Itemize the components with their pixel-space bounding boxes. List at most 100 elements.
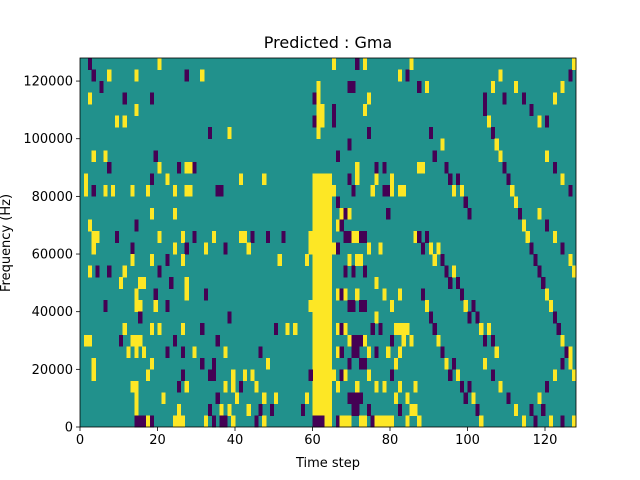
heatmap-cell xyxy=(200,69,205,82)
heatmap-cell xyxy=(405,323,410,336)
heatmap-cell xyxy=(223,242,228,255)
heatmap-cell xyxy=(483,104,488,116)
heatmap-cell xyxy=(324,230,329,243)
heatmap-cell xyxy=(95,265,100,278)
heatmap-cell xyxy=(421,288,426,301)
heatmap-cell xyxy=(401,334,406,347)
y-axis-label: Frequency (Hz) xyxy=(0,194,14,292)
heatmap-cell xyxy=(134,415,139,428)
heatmap-cell xyxy=(463,392,468,405)
heatmap-cell xyxy=(316,219,321,232)
x-tick-label: 40 xyxy=(227,433,244,448)
heatmap-cell xyxy=(304,392,309,405)
heatmap-cell xyxy=(91,230,96,243)
heatmap-cell xyxy=(366,403,371,416)
heatmap-cell xyxy=(95,230,100,243)
heatmap-cell xyxy=(362,300,368,312)
heatmap-cell xyxy=(180,346,185,359)
heatmap-cell xyxy=(242,369,247,382)
heatmap-cell xyxy=(173,242,178,255)
heatmap-cell xyxy=(91,242,96,255)
heatmap-cell xyxy=(316,230,321,243)
heatmap-cell xyxy=(320,104,325,116)
heatmap-cell xyxy=(223,415,228,428)
heatmap-cell xyxy=(366,242,371,255)
heatmap-cell xyxy=(359,334,364,347)
heatmap-cell xyxy=(471,300,476,312)
heatmap-cell xyxy=(87,58,92,70)
heatmap-cell xyxy=(421,161,426,174)
heatmap-cell xyxy=(316,288,321,301)
heatmap-cell xyxy=(316,300,321,312)
heatmap-cell xyxy=(173,184,178,197)
heatmap-cell xyxy=(223,346,228,359)
heatmap-cell xyxy=(324,403,329,416)
heatmap-cell xyxy=(130,254,135,266)
heatmap-cell xyxy=(351,81,356,93)
heatmap-cell xyxy=(537,392,542,405)
heatmap-cell xyxy=(83,173,89,186)
heatmap-cell xyxy=(246,403,251,416)
heatmap-cell xyxy=(320,300,325,312)
heatmap-cell xyxy=(316,415,321,428)
heatmap-cell xyxy=(459,380,464,393)
heatmap-cell xyxy=(184,277,189,289)
heatmap-cell xyxy=(444,265,449,278)
heatmap-cell xyxy=(207,369,213,382)
heatmap-cell xyxy=(397,184,402,197)
heatmap-cell xyxy=(254,415,259,428)
x-axis: 0 20 40 60 80 100 120 xyxy=(76,427,557,448)
heatmap-cell xyxy=(436,242,441,255)
heatmap-cell xyxy=(176,403,182,416)
heatmap-cell xyxy=(355,161,360,174)
heatmap-cell xyxy=(568,69,573,82)
heatmap-cell xyxy=(231,380,236,393)
heatmap-cell xyxy=(134,69,139,82)
x-tick-label: 20 xyxy=(149,433,166,448)
heatmap-cell xyxy=(238,173,244,186)
heatmap-cell xyxy=(277,254,282,266)
heatmap-cell xyxy=(149,323,154,336)
heatmap-cell xyxy=(312,173,317,186)
heatmap-cell xyxy=(312,300,317,312)
heatmap-cell xyxy=(219,403,224,416)
heatmap-cell xyxy=(111,184,116,197)
heatmap-cell xyxy=(138,300,143,312)
heatmap-cell xyxy=(173,207,178,220)
heatmap-cell xyxy=(142,277,147,289)
heatmap-cell xyxy=(428,311,433,324)
heatmap-cell xyxy=(475,403,480,416)
heatmap-cell xyxy=(347,138,352,151)
heatmap-cell xyxy=(475,311,480,324)
heatmap-cell xyxy=(436,334,441,347)
heatmap-cell xyxy=(552,161,557,174)
heatmap-cell xyxy=(231,369,236,382)
heatmap-cell xyxy=(366,127,371,140)
heatmap-cell xyxy=(134,346,139,359)
heatmap-cell xyxy=(142,415,147,428)
heatmap-cell xyxy=(362,104,368,116)
heatmap-cell xyxy=(405,69,410,82)
heatmap-cell xyxy=(145,184,151,197)
heatmap-cell xyxy=(316,127,321,140)
heatmap-cell xyxy=(180,415,185,428)
heatmap-cell xyxy=(320,230,325,243)
heatmap-cell xyxy=(335,219,340,232)
heatmap-cell xyxy=(312,277,317,289)
heatmap-cell xyxy=(320,242,325,255)
heatmap-cell xyxy=(514,81,519,93)
heatmap-cell xyxy=(339,415,344,428)
heatmap-cell xyxy=(347,300,352,312)
heatmap-cell xyxy=(560,357,565,370)
heatmap-cell xyxy=(312,196,317,209)
heatmap-cell xyxy=(506,392,511,405)
heatmap-cell xyxy=(157,230,162,243)
heatmap-cell xyxy=(397,288,402,301)
heatmap-cell xyxy=(347,254,352,266)
heatmap-cell xyxy=(308,230,313,243)
heatmap-cell xyxy=(215,184,220,197)
heatmap-cell xyxy=(331,58,337,70)
heatmap-cell xyxy=(312,369,317,382)
heatmap-cell xyxy=(351,230,356,243)
heatmap-cell xyxy=(355,392,360,405)
